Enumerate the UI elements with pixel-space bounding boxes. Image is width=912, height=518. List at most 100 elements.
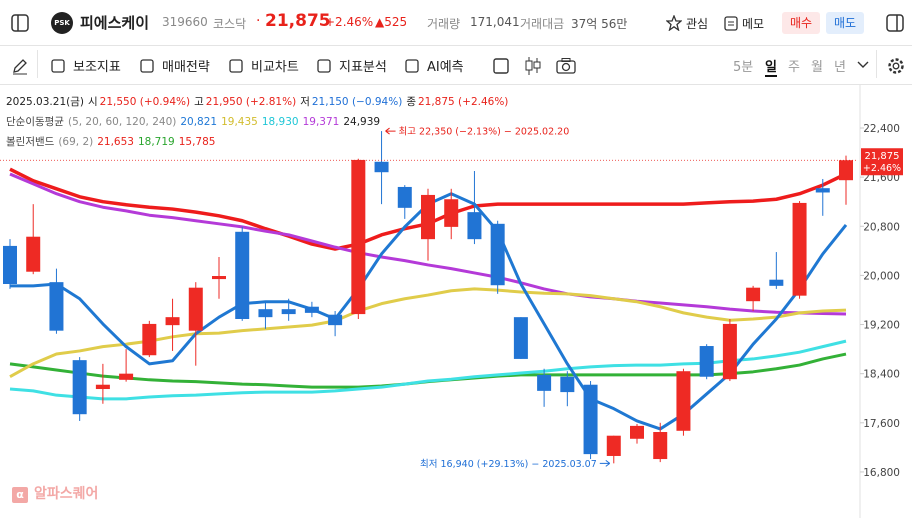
candle-body (630, 425, 644, 439)
memo-icon (724, 16, 738, 31)
candle-body (746, 287, 761, 302)
amount-label: 거래대금 (520, 17, 565, 31)
candle-body (583, 384, 598, 455)
tool-button[interactable]: 매매전략 (162, 60, 210, 75)
candle-body (792, 202, 807, 296)
tool-button[interactable]: AI예측 (427, 60, 464, 75)
period-button[interactable]: 5분 (733, 60, 754, 75)
candle-body (676, 371, 691, 431)
info-value: 21,550 (+0.94%) (99, 96, 191, 108)
logo: PSK (51, 12, 73, 34)
period-button[interactable]: 일 (765, 56, 777, 77)
camera-icon[interactable] (556, 57, 576, 75)
y-tick-label: 16,800 (863, 467, 900, 479)
tool-icon-shape (140, 59, 154, 73)
candle-body (165, 317, 180, 326)
candle-body (560, 376, 575, 393)
candle-body (653, 432, 668, 460)
candle-body (188, 287, 203, 331)
candle-icon[interactable] (524, 56, 542, 76)
low-arrow (599, 459, 611, 467)
tool-icon (405, 59, 419, 73)
separator: · (256, 13, 261, 29)
sell-button[interactable]: 매도 (826, 12, 865, 34)
period-button[interactable]: 년 (834, 60, 846, 75)
info-value: 18,719 (137, 136, 175, 148)
divider (876, 50, 877, 78)
change-pct: +2.46% (325, 15, 374, 29)
tool-button[interactable]: 지표분석 (339, 60, 387, 75)
candle-body (49, 282, 64, 331)
info-value: 21,150 (−0.94%) (311, 96, 403, 108)
watermark-text: 알파스퀘어 (34, 486, 99, 502)
info-params: (69, 2) (58, 136, 94, 148)
panel-toggle[interactable] (11, 14, 29, 32)
tool-icon-shape (229, 59, 243, 73)
info-value: 21,653 (97, 136, 134, 148)
candle-body (142, 323, 157, 356)
info-value: 19,435 (221, 116, 258, 128)
toolbar: 보조지표 매매전략 비교차트 지표분석 AI예측 5분 일 주 월 년 (0, 46, 912, 85)
candle-body (490, 223, 505, 286)
info-value: 21,875 (+2.46%) (417, 96, 509, 108)
change: ▲525 (375, 15, 408, 29)
tool-button[interactable]: 보조지표 (73, 60, 121, 75)
chart: 22,40021,60020,80020,00019,20018,40017,6… (0, 85, 903, 518)
info-title: 볼린저밴드 (6, 136, 55, 148)
candle-body (351, 159, 366, 315)
candle-body (815, 188, 830, 193)
tool-icon (317, 59, 331, 73)
tool-icon-shape (405, 59, 419, 73)
chart-info: 2025.03.21(금) 시 21,550 (+0.94%) 고 21,950 (+2… (6, 92, 512, 152)
draw-icon[interactable] (11, 57, 29, 75)
high-note: 최고 22,350 (−2.13%) − 2025.02.20 (399, 127, 570, 138)
candle-body (281, 309, 296, 315)
period-button[interactable]: 주 (788, 60, 800, 75)
settings-icon[interactable] (886, 56, 906, 76)
candle-body (513, 317, 528, 359)
volume-label: 거래량 (427, 17, 461, 31)
volume: 171,041 (470, 15, 520, 29)
tool-button[interactable]: 비교차트 (251, 60, 299, 75)
buy-button[interactable]: 매수 (782, 12, 821, 34)
candle-body (839, 160, 853, 181)
info-value: 19,371 (302, 116, 340, 128)
info-value: 21,950 (+2.81%) (205, 96, 297, 108)
last-price-tag (861, 148, 903, 176)
divider (37, 50, 38, 78)
candle-body (606, 435, 621, 456)
watch-button[interactable]: 관심 (686, 17, 709, 31)
candle-body (722, 323, 737, 380)
y-tick-label: 22,400 (863, 123, 900, 135)
stock-code: 319660 (162, 15, 208, 29)
last-price-change: +2.46% (863, 163, 901, 174)
candle-body (699, 346, 714, 377)
info-title: 단순이동평균 (6, 116, 64, 128)
indicator-line (9, 172, 847, 316)
info-row: 볼린저밴드 (69, 2) 21,653 18,719 15,785 (6, 132, 512, 152)
header: PSK 피에스케이 319660 코스닥 · 21,875 +2.46% ▲52… (0, 0, 912, 46)
price: 21,875 (265, 11, 331, 31)
star-icon (666, 15, 682, 31)
candle-body (119, 373, 134, 380)
stock-name: 피에스케이 (80, 14, 150, 32)
low-note: 최저 16,940 (+29.13%) − 2025.03.07 (420, 459, 597, 470)
tool-icon-shape (51, 59, 65, 73)
candle-body (444, 199, 459, 227)
info-value: 24,939 (343, 116, 381, 128)
watermark-icon: α (12, 487, 28, 503)
info-label: 고 (194, 96, 204, 108)
info-label: 종 (406, 96, 416, 108)
y-tick-label: 19,200 (863, 320, 900, 332)
memo-button[interactable]: 메모 (742, 17, 765, 31)
candle-body (467, 212, 482, 240)
candle-body (26, 236, 41, 272)
tool-icon (229, 59, 243, 73)
period-button[interactable]: 월 (811, 60, 823, 75)
tool-icon-shape (317, 59, 331, 73)
side-panel-toggle[interactable] (886, 14, 904, 32)
chevron[interactable] (857, 60, 869, 70)
candle-body (235, 231, 250, 320)
square-icon[interactable] (492, 57, 510, 75)
candle-body (537, 374, 552, 391)
